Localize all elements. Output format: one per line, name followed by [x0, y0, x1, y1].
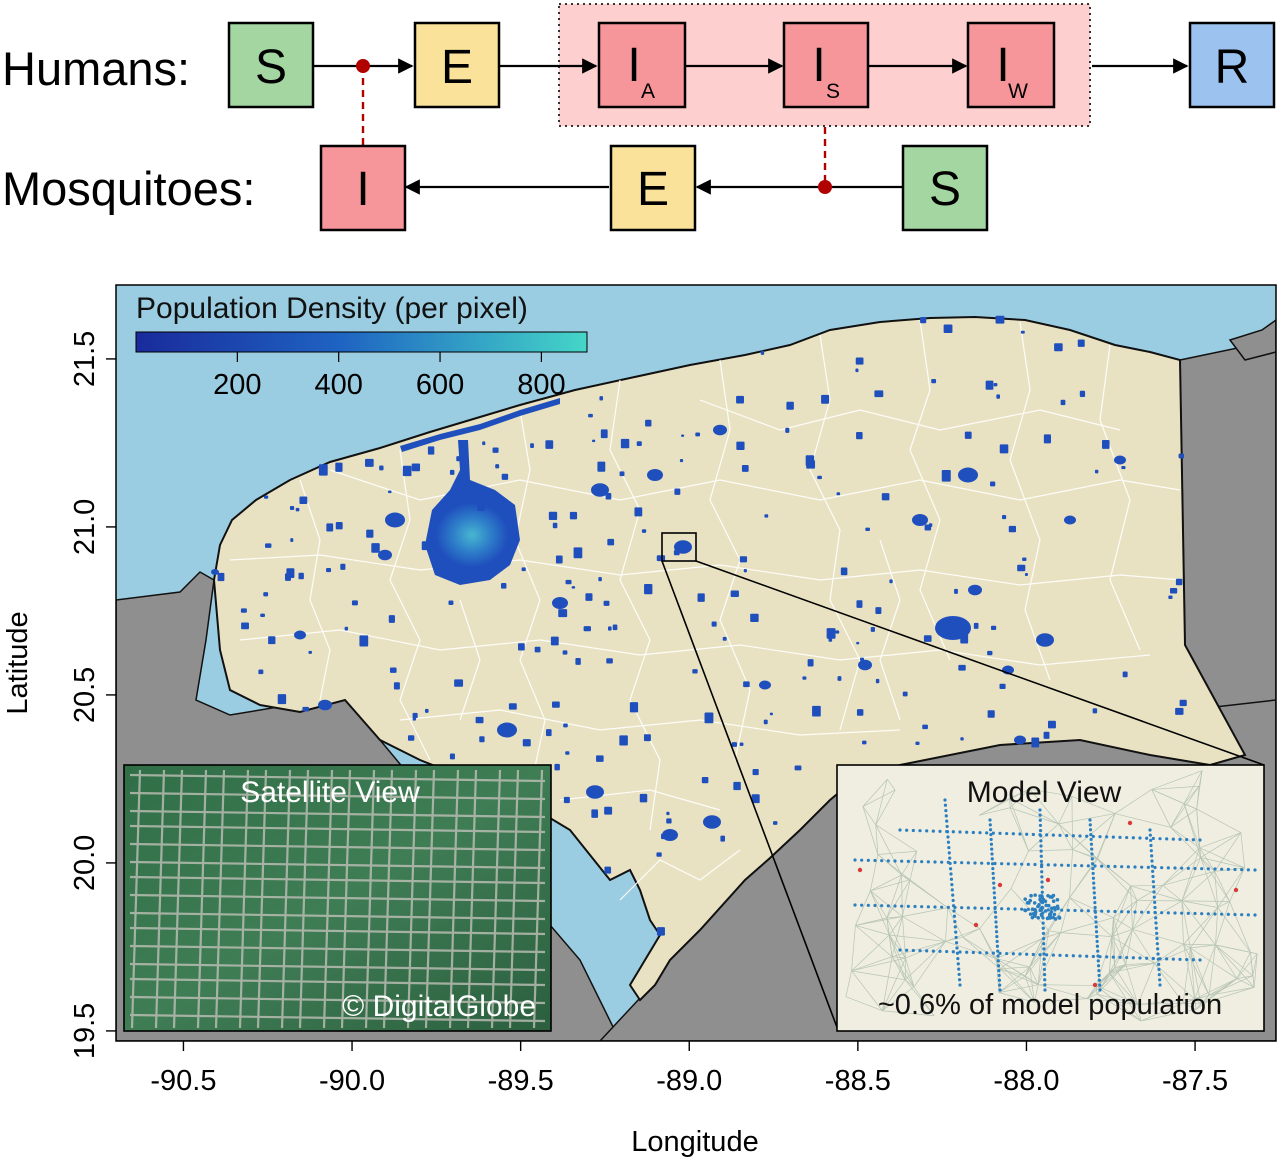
human-IW-subscript: W: [1008, 80, 1028, 103]
human-compartment-IW: I W: [966, 21, 1056, 109]
y-tick-label: 20.0: [69, 835, 101, 891]
colorbar-ticks: 200 400 600 800: [213, 352, 566, 401]
y-tick-label: 19.5: [69, 1003, 101, 1059]
settlement-dots: [211, 315, 1187, 936]
humans-row-label: Humans:: [2, 42, 190, 95]
colorbar: Population Density (per pixel) 200 400 600…: [135, 292, 588, 401]
mosquito-S-label: S: [929, 163, 961, 216]
human-compartment-IS: I S: [782, 21, 870, 109]
compartment-diagram: Humans: Mosquitoes: S E I A I S: [2, 3, 1276, 232]
x-tick-label: -87.5: [1162, 1065, 1228, 1097]
island-northeast: [1228, 319, 1276, 361]
model-inset: Model View ~0.6% of model population: [836, 764, 1265, 1032]
mosquito-I-label: I: [356, 163, 369, 216]
satellite-inset-title: Satellite View: [240, 776, 420, 809]
plot-frame: [115, 284, 1277, 1042]
human-compartment-E: E: [413, 21, 501, 109]
human-compartment-R: R: [1188, 21, 1276, 109]
x-axis-label: Longitude: [631, 1126, 758, 1158]
human-IA-label: I: [627, 39, 640, 92]
colorbar-gradient: [135, 331, 588, 353]
satellite-inset: Satellite View © DigitalGlobe: [123, 764, 552, 1032]
y-tick-label: 21.5: [69, 331, 101, 387]
human-E-label: E: [441, 41, 473, 94]
x-tick-label: -88.0: [993, 1065, 1059, 1097]
human-IW-label: I: [996, 39, 1009, 92]
zoom-indicator: [661, 532, 1265, 1031]
human-compartment-IA: I A: [597, 21, 687, 109]
human-IA-subscript: A: [641, 80, 655, 103]
mosquito-compartment-S: S: [901, 144, 989, 232]
y-tick-label: 20.5: [69, 667, 101, 723]
x-tick-label: -89.0: [656, 1065, 722, 1097]
mosquito-E-label: E: [637, 163, 669, 216]
satellite-credit: © DigitalGlobe: [342, 990, 536, 1023]
valladolid-area: [935, 616, 971, 640]
x-tick-label: -89.5: [488, 1065, 554, 1097]
colorbar-tick-label: 200: [213, 369, 261, 401]
colorbar-tick-label: 600: [416, 369, 464, 401]
x-tick-label: -90.5: [150, 1065, 216, 1097]
human-IS-subscript: S: [826, 80, 840, 103]
human-IS-label: I: [812, 39, 825, 92]
model-inset-title: Model View: [967, 776, 1122, 809]
transmission-links: [356, 59, 832, 194]
coastal-settlements: [400, 398, 560, 452]
colorbar-tick-label: 400: [315, 369, 363, 401]
x-axis: -90.5 -90.0 -89.5 -89.0 -88.5 -88.0 -87.5: [150, 1041, 1228, 1097]
y-axis: 19.5 20.0 20.5 21.0 21.5: [69, 331, 116, 1059]
merida-urban-area: [425, 440, 520, 585]
colorbar-tick-label: 800: [517, 369, 565, 401]
x-tick-label: -88.5: [825, 1065, 891, 1097]
model-population-caption: ~0.6% of model population: [878, 989, 1222, 1021]
colorbar-title: Population Density (per pixel): [136, 292, 528, 325]
mosquito-compartment-I: I: [319, 144, 407, 232]
municipal-boundaries: [229, 319, 1183, 901]
y-tick-label: 21.0: [69, 499, 101, 555]
human-R-label: R: [1215, 41, 1250, 94]
human-compartment-S: S: [227, 21, 315, 109]
population-density-map: Satellite View © DigitalGlobe Model View…: [2, 284, 1277, 1158]
mosquito-compartment-E: E: [609, 144, 697, 232]
mosquitoes-row-label: Mosquitoes:: [2, 162, 255, 215]
x-tick-label: -90.0: [319, 1065, 385, 1097]
human-S-label: S: [255, 41, 287, 94]
y-axis-label: Latitude: [2, 611, 34, 714]
